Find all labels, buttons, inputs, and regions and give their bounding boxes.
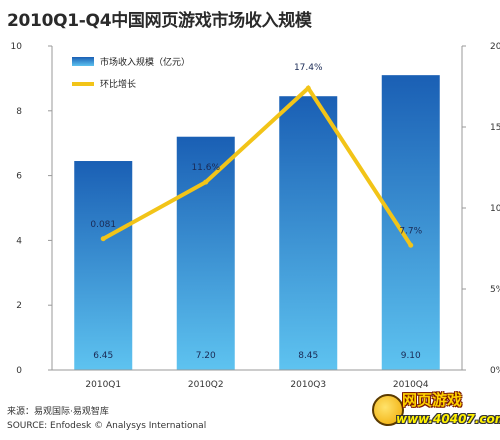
y-left-tick-label: 10 [11,42,23,52]
x-tick-label: 2010Q1 [85,380,121,390]
y-right-tick-label: 15% [490,123,500,133]
x-tick-label: 2010Q4 [393,380,429,390]
y-right-tick-label: 0% [490,366,500,376]
growth-value-label: 11.6% [191,163,220,173]
growth-point [305,85,311,91]
bar [176,136,235,370]
watermark-url: www.40407.com [396,412,500,426]
source-line-en: SOURCE: Enfodesk © Analysys Internationa… [7,421,207,431]
chart-title: 2010Q1-Q4中国网页游戏市场收入规模 [7,11,312,31]
growth-point [203,179,209,185]
y-right-tick-label: 20% [490,42,500,52]
y-left-tick-label: 8 [16,107,22,117]
growth-value-label: 0.081 [90,220,116,230]
legend-label-bar: 市场收入规模（亿元） [100,56,190,68]
y-left-tick-label: 2 [16,301,22,311]
bar [381,75,440,370]
mascot-icon [372,394,404,426]
watermark-logo: 网页游戏 www.40407.com [372,386,500,436]
y-left-tick-label: 0 [16,366,22,376]
y-right-tick-label: 5% [490,285,500,295]
y-left-tick-label: 4 [16,236,22,246]
growth-point [408,242,414,248]
legend-swatch-bar [72,57,94,66]
y-left-tick-label: 6 [16,172,22,182]
y-right-tick-label: 10% [490,204,500,214]
growth-line [102,85,413,247]
growth-value-label: 7.7% [399,226,422,236]
bar [74,161,133,370]
source-note: 来源：易观国际·易观智库 SOURCE: Enfodesk © Analysys… [7,405,206,433]
legend-label-line: 环比增长 [100,78,136,90]
growth-value-label: 17.4% [294,63,323,73]
watermark-text: 网页游戏 [402,391,463,409]
bar-value-label: 6.45 [93,351,113,361]
bar [279,96,338,370]
source-line-cn: 来源：易观国际·易观智库 [7,407,109,417]
bar-value-label: 9.10 [401,351,421,361]
bar-value-label: 7.20 [196,351,216,361]
x-tick-label: 2010Q3 [290,380,326,390]
bar-value-label: 8.45 [298,351,318,361]
growth-point [100,236,106,242]
x-tick-label: 2010Q2 [188,380,224,390]
